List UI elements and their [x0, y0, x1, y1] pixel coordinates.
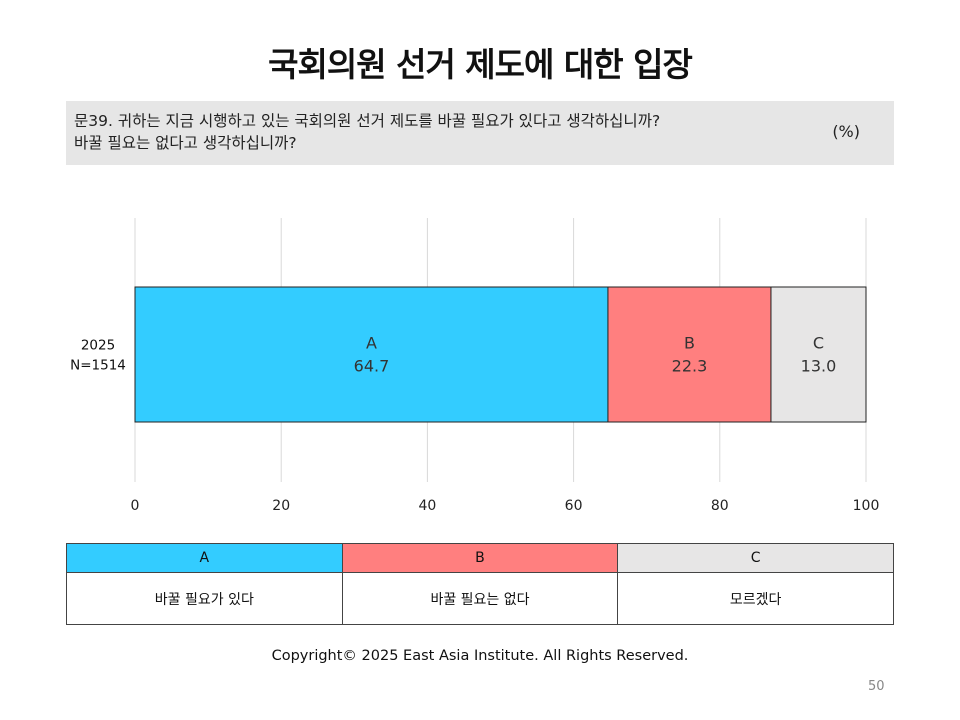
legend-header-c: C: [617, 543, 894, 573]
page-number: 50: [868, 679, 885, 694]
bar-segment-a: [134, 286, 609, 423]
stacked-bar-chart: A 64.7 B 22.3 C 13.0 0 20 40 60 80 100 2025 N=1514: [70, 218, 880, 514]
page-title: 국회의원 선거 제도에 대한 입장: [268, 45, 693, 84]
question-box: 문39. 귀하는 지금 시행하고 있는 국회의원 선거 제도를 바꿀 필요가 있…: [66, 101, 894, 165]
data-labels: A 64.7 B 22.3 C 13.0: [354, 334, 837, 376]
segment-name-b: B: [684, 334, 695, 353]
segment-name-c: C: [813, 334, 824, 353]
bar-segments: [134, 286, 867, 423]
segment-name-a: A: [366, 334, 377, 353]
data-label-c: 13.0: [801, 357, 837, 376]
legend-header-a: A: [66, 543, 343, 573]
category-labels: 2025 N=1514: [70, 338, 126, 374]
x-axis-ticks: 0 20 40 60 80 100: [131, 498, 880, 514]
question-line-1: 문39. 귀하는 지금 시행하고 있는 국회의원 선거 제도를 바꿀 필요가 있…: [74, 112, 661, 130]
category-label-line-1: 2025: [81, 338, 115, 354]
bar-segment-b: [607, 286, 772, 423]
question-line-2: 바꿀 필요는 없다고 생각하십니까?: [74, 134, 297, 152]
bar-segment-c: [770, 286, 867, 423]
data-label-a: 64.7: [354, 357, 390, 376]
x-tick-label-100: 100: [853, 498, 880, 514]
x-tick-label-20: 20: [272, 498, 290, 514]
unit-label: (%): [832, 122, 860, 141]
x-tick-label-60: 60: [565, 498, 583, 514]
data-label-b: 22.3: [672, 357, 708, 376]
x-tick-label-80: 80: [711, 498, 729, 514]
x-tick-label-0: 0: [131, 498, 140, 514]
legend-header-b: B: [341, 543, 619, 573]
category-label-line-2: N=1514: [70, 358, 126, 374]
legend-desc-b: 바꿀 필요는 없다: [341, 572, 619, 625]
x-tick-label-40: 40: [418, 498, 436, 514]
copyright-text: Copyright© 2025 East Asia Institute. All…: [271, 648, 689, 664]
legend-desc-a: 바꿀 필요가 있다: [66, 572, 343, 625]
legend-table: A B C 바꿀 필요가 있다 바꿀 필요는 없다 모르겠다: [66, 543, 894, 625]
legend-desc-c: 모르겠다: [617, 572, 894, 625]
